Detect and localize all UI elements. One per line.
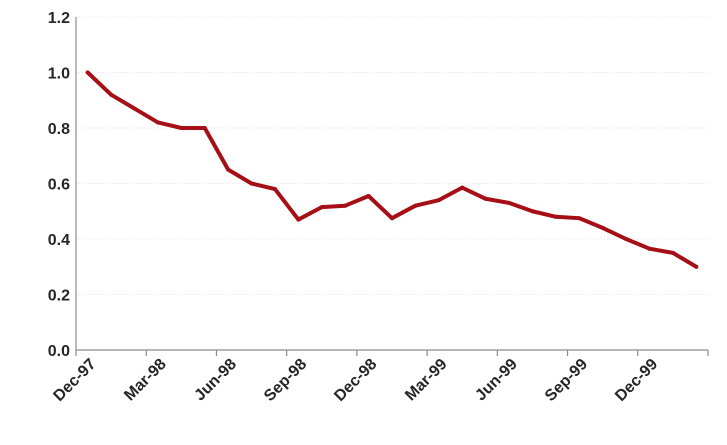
data-point xyxy=(647,246,652,251)
y-tick-label: 1.0 xyxy=(48,66,70,83)
data-point xyxy=(179,126,184,130)
data-point xyxy=(272,187,277,192)
data-point xyxy=(530,209,535,214)
data-point xyxy=(343,203,348,208)
y-tick-label: 0.8 xyxy=(48,121,70,138)
x-tick-label: Dec-98 xyxy=(331,356,380,405)
x-tick-label: Mar-98 xyxy=(121,356,170,405)
gridlines xyxy=(76,16,708,295)
data-point xyxy=(202,126,207,130)
y-axis-tick-labels: 0.0 0.2 0.4 0.6 0.8 1.0 1.2 xyxy=(48,10,70,360)
data-point xyxy=(155,120,160,125)
data-point xyxy=(577,216,582,221)
data-point xyxy=(109,92,114,97)
data-point xyxy=(624,237,629,241)
x-tick-label: Dec-99 xyxy=(612,356,661,405)
data-point xyxy=(132,106,137,111)
x-tick-label: Sep-98 xyxy=(261,356,310,405)
data-point xyxy=(436,198,441,203)
data-point xyxy=(390,216,394,221)
y-tick-label: 1.2 xyxy=(48,10,70,27)
data-point xyxy=(694,264,699,269)
y-tick-label: 0.6 xyxy=(48,177,70,194)
x-axis-tick-labels: Dec-97 Mar-98 Jun-98 Sep-98 Dec-98 Mar-99 Jun-… xyxy=(50,356,661,405)
series-line xyxy=(85,70,699,269)
x-tick-label: Jun-99 xyxy=(472,356,521,405)
data-point xyxy=(226,167,231,172)
data-point xyxy=(507,200,512,205)
data-point xyxy=(296,217,301,222)
data-point xyxy=(413,203,418,208)
data-point xyxy=(670,250,675,255)
series-layer xyxy=(85,70,699,269)
data-point xyxy=(366,193,371,198)
y-tick-label: 0.0 xyxy=(48,343,70,360)
data-point xyxy=(319,205,324,210)
x-tick-label: Jun-98 xyxy=(191,356,240,405)
axes xyxy=(75,17,709,356)
y-tick-label: 0.2 xyxy=(48,288,70,305)
data-point xyxy=(85,70,90,75)
x-tick-label: Dec-97 xyxy=(50,356,99,405)
data-point xyxy=(249,181,254,186)
x-tick-label: Sep-99 xyxy=(542,356,591,405)
data-point xyxy=(483,196,488,201)
data-point xyxy=(600,225,605,230)
data-point xyxy=(553,214,558,219)
x-tick-label: Mar-99 xyxy=(402,356,451,405)
y-tick-label: 0.4 xyxy=(48,232,70,249)
data-point xyxy=(460,185,465,190)
